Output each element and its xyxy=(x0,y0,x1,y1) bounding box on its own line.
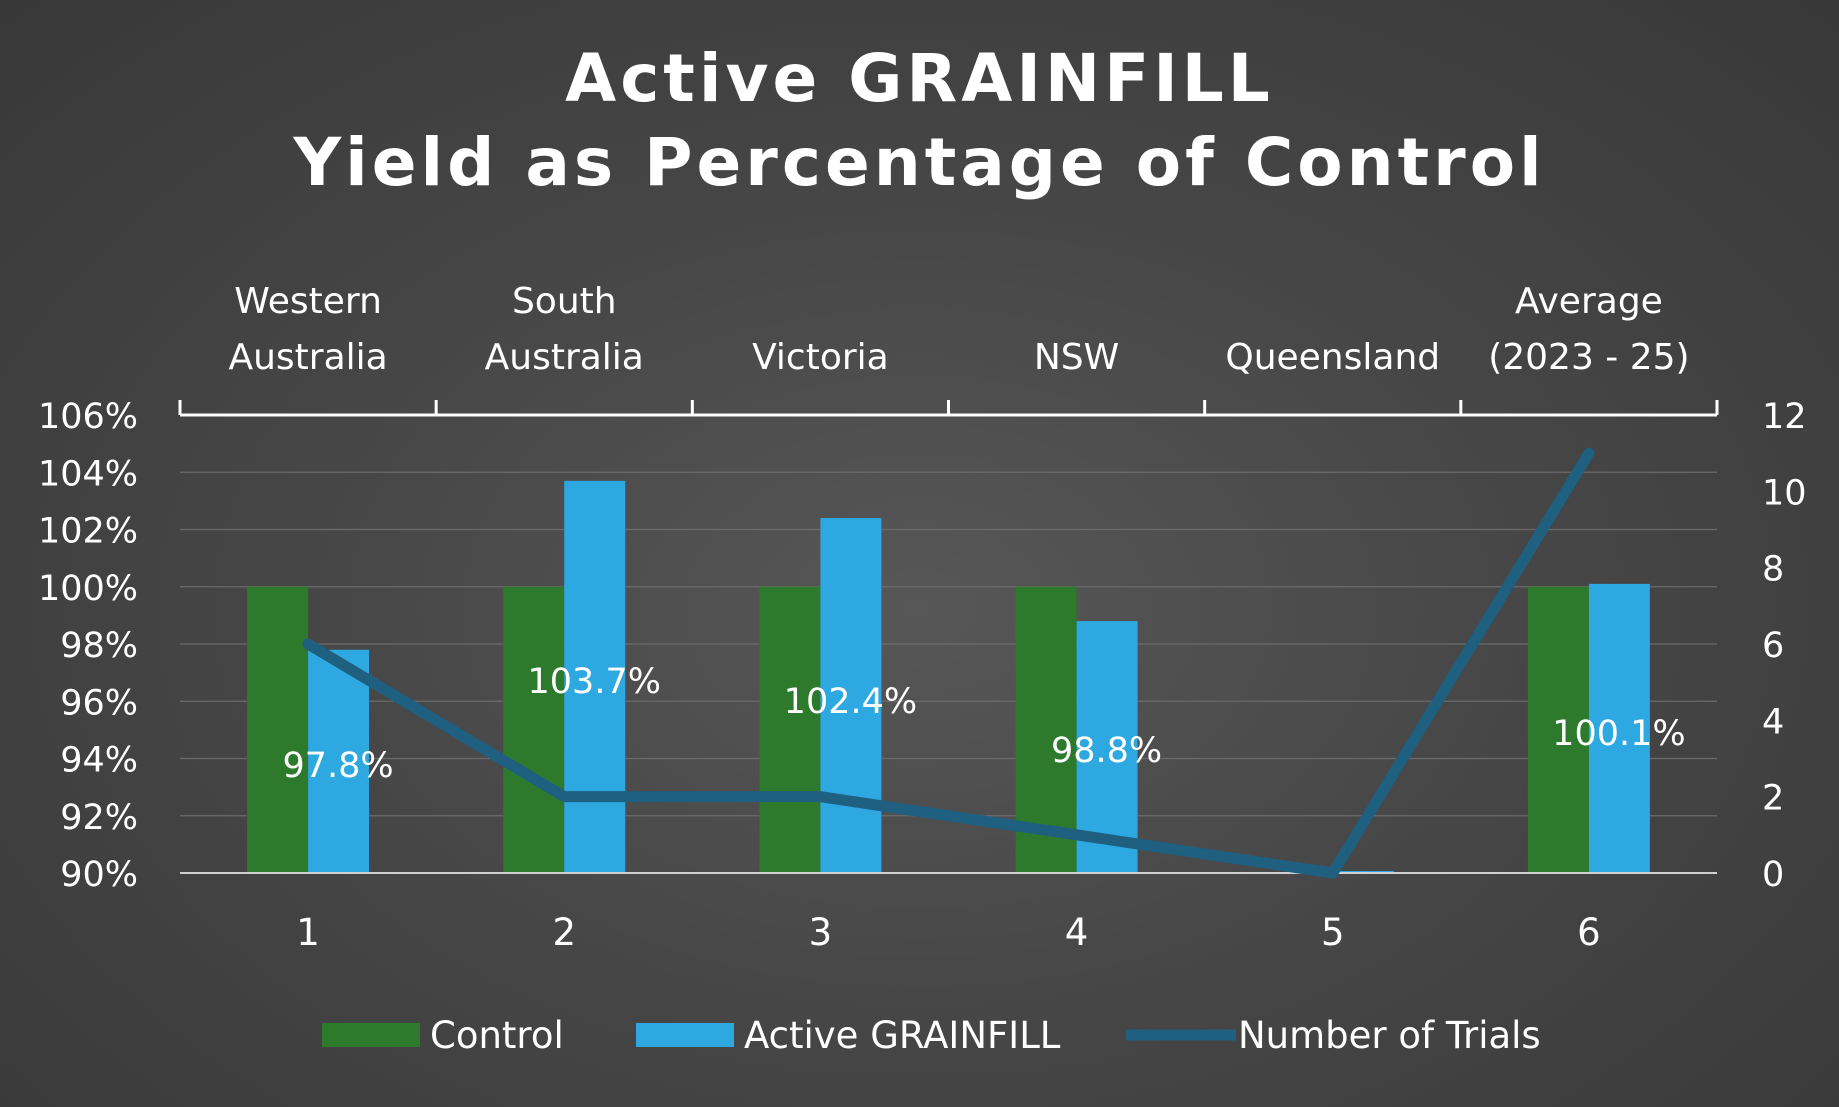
x-tick-label: 6 xyxy=(1577,911,1601,954)
bar-active-grainfill xyxy=(564,480,626,873)
category-label: Australia xyxy=(228,337,387,378)
legend-swatch xyxy=(636,1023,734,1047)
category-label: Western xyxy=(234,281,382,322)
category-label: NSW xyxy=(1034,337,1119,378)
category-label: South xyxy=(512,281,617,322)
category-label: Australia xyxy=(485,337,644,378)
data-label-active-grainfill: 100.1% xyxy=(1552,714,1685,754)
x-tick-label: 5 xyxy=(1321,911,1345,954)
legend-label: Number of Trials xyxy=(1238,1014,1541,1057)
category-label: (2023 - 25) xyxy=(1488,337,1689,378)
category-label: Victoria xyxy=(752,337,889,378)
y-right-tick-label: 10 xyxy=(1762,473,1807,513)
x-tick-label: 1 xyxy=(296,911,320,954)
category-label: Average xyxy=(1515,281,1663,322)
y-left-tick-label: 98% xyxy=(60,626,138,666)
line-number-of-trials xyxy=(302,447,1595,879)
bar-control xyxy=(503,586,565,873)
bar-active-grainfill xyxy=(308,649,370,873)
legend-label: Control xyxy=(430,1014,564,1057)
chart-title-line-2: Yield as Percentage of Control xyxy=(293,124,1546,201)
x-tick-label: 3 xyxy=(809,911,833,954)
y-left-tick-label: 102% xyxy=(38,512,138,552)
y-left-tick-label: 90% xyxy=(60,855,138,895)
y-left-tick-label: 92% xyxy=(60,798,138,838)
bar-control xyxy=(759,586,821,873)
y-left-tick-label: 100% xyxy=(38,569,138,609)
bar-active-grainfill xyxy=(820,518,882,873)
bar-active-grainfill xyxy=(1588,583,1650,873)
y-right-tick-label: 12 xyxy=(1762,397,1807,437)
data-label-active-grainfill: 103.7% xyxy=(528,662,661,702)
data-label-active-grainfill: 102.4% xyxy=(784,682,917,722)
data-label-active-grainfill: 97.8% xyxy=(282,746,393,786)
x-tick-label: 2 xyxy=(552,911,576,954)
y-left-tick-label: 96% xyxy=(60,683,138,723)
y-right-tick-label: 4 xyxy=(1762,702,1784,742)
y-left-tick-label: 104% xyxy=(38,454,138,494)
bar-control xyxy=(1527,586,1589,873)
y-right-tick-label: 8 xyxy=(1762,550,1784,590)
y-left-tick-label: 94% xyxy=(60,741,138,781)
legend-label: Active GRAINFILL xyxy=(744,1014,1061,1057)
x-tick-label: 4 xyxy=(1065,911,1089,954)
bar-control xyxy=(247,586,309,873)
y-right-tick-label: 2 xyxy=(1762,779,1784,819)
data-label-active-grainfill: 98.8% xyxy=(1051,731,1162,771)
y-right-tick-label: 0 xyxy=(1762,855,1784,895)
y-right-tick-label: 6 xyxy=(1762,626,1784,666)
chart-title-line-1: Active GRAINFILL xyxy=(565,40,1274,117)
y-left-tick-label: 106% xyxy=(38,397,138,437)
legend-swatch xyxy=(322,1023,420,1047)
category-label: Queensland xyxy=(1225,337,1440,378)
